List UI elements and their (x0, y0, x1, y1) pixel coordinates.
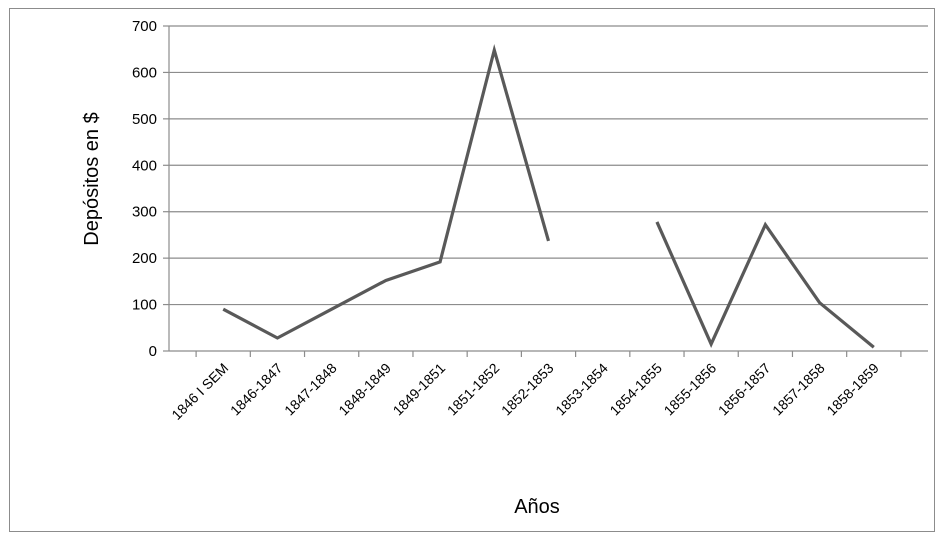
y-tick-label: 500 (132, 111, 157, 128)
x-tick-label: 1851-1852 (444, 360, 503, 419)
y-tick-labels: 0 100 200 300 400 500 600 700 (132, 18, 157, 360)
y-tick-label: 600 (132, 64, 157, 81)
y-tick-label: 0 (149, 343, 157, 360)
y-tick-label: 100 (132, 297, 157, 314)
x-tick-label: 1846 I SEM (168, 360, 231, 423)
axes (163, 25, 928, 357)
x-tick-labels: 1846 I SEM1846-18471847-18481848-1849184… (168, 360, 882, 423)
x-tick-label: 1857-1858 (769, 360, 828, 419)
x-tick-label: 1854-1855 (606, 360, 665, 419)
x-tick-label: 1852-1853 (498, 360, 557, 419)
chart-frame: 0 100 200 300 400 500 600 700 1846 I SEM 1846-18… (9, 8, 935, 532)
y-axis-title: Depósitos en $ (81, 112, 103, 245)
x-tick-label: 1847-1848 (281, 360, 340, 419)
x-tick-label: 1849-1851 (390, 360, 449, 419)
series-line (222, 44, 551, 340)
x-tick-label: 1855-1856 (661, 360, 720, 419)
x-tick-label: 1858-1859 (823, 360, 882, 419)
x-tick-label: 1846-1847 (227, 360, 286, 419)
x-tick-label: 1848-1849 (335, 360, 394, 419)
gridlines (169, 25, 928, 306)
y-tick-label: 300 (132, 204, 157, 221)
x-axis-title: Años (514, 496, 560, 518)
y-tick-label: 400 (132, 157, 157, 174)
x-tick-label: 1853-1854 (552, 360, 611, 419)
x-tick-label: 1856-1857 (715, 360, 774, 419)
y-tick-label: 200 (132, 250, 157, 267)
series-line (655, 221, 875, 349)
y-tick-label: 700 (132, 18, 157, 35)
series (222, 44, 875, 349)
line-chart: 0 100 200 300 400 500 600 700 1846 I SEM1846-18… (81, 18, 928, 518)
